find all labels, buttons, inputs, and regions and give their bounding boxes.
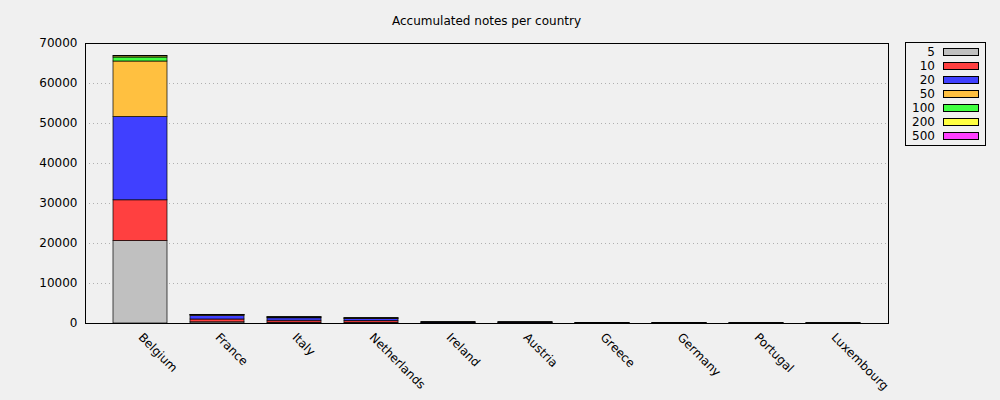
html-text:50: 50 xyxy=(919,87,935,101)
html-text:20: 20 xyxy=(919,73,935,87)
svg-text:40000: 40000 xyxy=(39,156,77,170)
html-text:Accumulated notes per country: Accumulated notes per country xyxy=(392,14,581,28)
svg-text:Portugal: Portugal xyxy=(752,330,797,375)
svg-text:Italy: Italy xyxy=(290,330,318,358)
svg-text:Netherlands: Netherlands xyxy=(367,330,429,392)
svg-text:Luxembourg: Luxembourg xyxy=(829,330,892,393)
svg-text:Greece: Greece xyxy=(598,330,638,370)
svg-text:France: France xyxy=(213,330,251,368)
html-text:500: 500 xyxy=(912,129,935,143)
html-text:10: 10 xyxy=(919,59,935,73)
svg-text:Germany: Germany xyxy=(675,330,724,379)
svg-text:70000: 70000 xyxy=(39,36,77,50)
svg-text:50000: 50000 xyxy=(39,116,77,130)
svg-text:30000: 30000 xyxy=(39,196,77,210)
html-text:5: 5 xyxy=(927,45,935,59)
svg-text:60000: 60000 xyxy=(39,76,77,90)
svg-text:10000: 10000 xyxy=(39,276,77,290)
html-text:100: 100 xyxy=(912,101,935,115)
svg-text:Belgium: Belgium xyxy=(136,330,181,375)
svg-text:0: 0 xyxy=(70,316,78,330)
svg-text:Ireland: Ireland xyxy=(444,330,483,369)
svg-text:Austria: Austria xyxy=(521,330,561,370)
html-text:200: 200 xyxy=(912,115,935,129)
svg-text:20000: 20000 xyxy=(39,236,77,250)
